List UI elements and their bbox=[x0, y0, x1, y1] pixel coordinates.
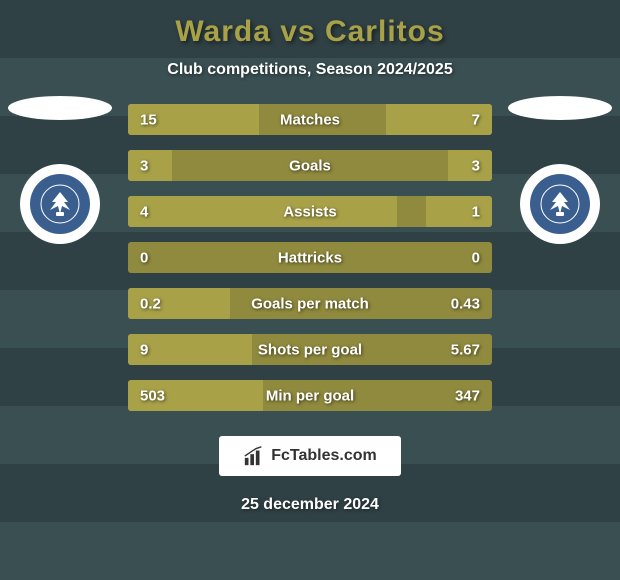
stat-row: 157Matches bbox=[128, 104, 492, 135]
comparison-container: Warda vs Carlitos Club competitions, Sea… bbox=[0, 0, 620, 580]
fctables-text: FcTables.com bbox=[271, 447, 377, 465]
stat-row: 33Goals bbox=[128, 150, 492, 181]
chart-icon bbox=[243, 445, 265, 467]
club-logo-right bbox=[520, 164, 600, 244]
stat-rows: 157Matches 33Goals 41Assists 00Hattricks 0.2… bbox=[128, 104, 492, 411]
stat-label: Matches bbox=[128, 111, 492, 128]
stat-row: 95.67Shots per goal bbox=[128, 334, 492, 365]
club-logo-inner-left bbox=[30, 174, 90, 234]
subtitle: Club competitions, Season 2024/2025 bbox=[0, 61, 620, 79]
stat-label: Min per goal bbox=[128, 387, 492, 404]
stat-label: Goals per match bbox=[128, 295, 492, 312]
fctables-logo: FcTables.com bbox=[219, 436, 401, 476]
date-text: 25 december 2024 bbox=[0, 496, 620, 514]
page-title: Warda vs Carlitos bbox=[0, 15, 620, 49]
stat-row: 00Hattricks bbox=[128, 242, 492, 273]
stat-label: Hattricks bbox=[128, 249, 492, 266]
stat-row: 503347Min per goal bbox=[128, 380, 492, 411]
stat-label: Assists bbox=[128, 203, 492, 220]
eagle-icon bbox=[40, 184, 80, 224]
stat-row: 0.20.43Goals per match bbox=[128, 288, 492, 319]
stat-row: 41Assists bbox=[128, 196, 492, 227]
player-oval-left bbox=[8, 96, 112, 120]
club-logo-left bbox=[20, 164, 100, 244]
eagle-icon bbox=[540, 184, 580, 224]
stats-area: 157Matches 33Goals 41Assists 00Hattricks 0.2… bbox=[0, 104, 620, 411]
stat-label: Goals bbox=[128, 157, 492, 174]
player-oval-right bbox=[508, 96, 612, 120]
stat-label: Shots per goal bbox=[128, 341, 492, 358]
club-logo-inner-right bbox=[530, 174, 590, 234]
